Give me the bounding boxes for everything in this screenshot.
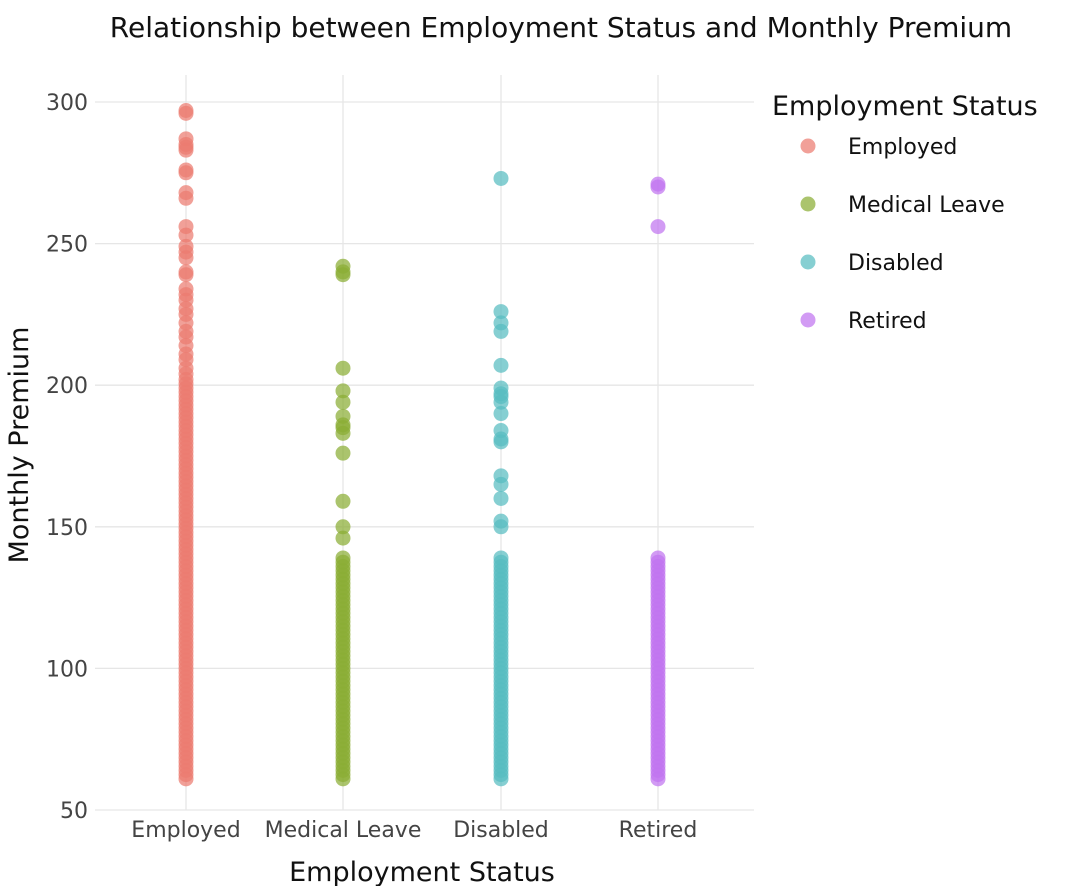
series-employed bbox=[178, 102, 194, 787]
y-tick-label: 300 bbox=[46, 91, 88, 116]
data-point bbox=[178, 190, 194, 206]
legend-items: Employed Medical Leave Disabled Retired bbox=[800, 135, 1005, 334]
legend-marker bbox=[800, 196, 816, 212]
data-point bbox=[178, 227, 194, 243]
data-points bbox=[178, 102, 666, 787]
data-point bbox=[493, 519, 509, 535]
legend-label: Medical Leave bbox=[848, 193, 1005, 218]
legend-marker bbox=[800, 254, 816, 270]
data-point bbox=[335, 267, 351, 283]
data-point bbox=[335, 493, 351, 509]
legend: Employment Status Employed Medical Leave D… bbox=[772, 91, 1038, 334]
data-point bbox=[335, 360, 351, 376]
y-tick-label: 250 bbox=[46, 233, 88, 258]
data-point bbox=[178, 366, 194, 382]
x-tick-label: Medical Leave bbox=[265, 818, 422, 843]
legend-label: Employed bbox=[848, 135, 957, 160]
legend-label: Retired bbox=[848, 309, 927, 334]
data-point bbox=[650, 179, 666, 195]
x-tick-label: Disabled bbox=[453, 818, 549, 843]
legend-marker bbox=[800, 312, 816, 328]
x-axis-title: Employment Status bbox=[289, 857, 555, 886]
data-point bbox=[335, 383, 351, 399]
chart-title: Relationship between Employment Status a… bbox=[110, 11, 1012, 44]
x-tick-label: Retired bbox=[619, 818, 698, 843]
data-point bbox=[335, 445, 351, 461]
data-point bbox=[335, 519, 351, 535]
y-tick-label: 50 bbox=[60, 799, 88, 824]
y-axis-title: Monthly Premium bbox=[4, 327, 35, 564]
data-point bbox=[650, 550, 666, 566]
legend-marker bbox=[800, 138, 816, 154]
series-medical-leave bbox=[335, 258, 351, 787]
x-tick-label: Employed bbox=[131, 818, 240, 843]
data-point bbox=[178, 267, 194, 283]
data-point bbox=[493, 406, 509, 422]
data-point bbox=[493, 394, 509, 410]
data-point bbox=[493, 490, 509, 506]
data-point bbox=[493, 357, 509, 373]
data-point bbox=[493, 304, 509, 320]
series-disabled bbox=[493, 170, 509, 787]
data-point bbox=[335, 425, 351, 441]
data-point bbox=[335, 394, 351, 410]
legend-label: Disabled bbox=[848, 251, 944, 276]
legend-item: Retired bbox=[800, 309, 927, 334]
x-axis-ticks: Employed Medical Leave Disabled Retired bbox=[131, 818, 697, 843]
legend-item: Medical Leave bbox=[800, 193, 1005, 218]
data-point bbox=[178, 142, 194, 158]
data-point bbox=[335, 530, 351, 546]
y-axis-ticks: 50 100 150 200 250 300 bbox=[46, 91, 88, 824]
data-point bbox=[650, 219, 666, 235]
legend-item: Disabled bbox=[800, 251, 944, 276]
legend-item: Employed bbox=[800, 135, 957, 160]
data-point bbox=[493, 434, 509, 450]
data-point bbox=[178, 250, 194, 266]
y-tick-label: 150 bbox=[46, 516, 88, 541]
data-point bbox=[493, 323, 509, 339]
y-tick-label: 200 bbox=[46, 374, 88, 399]
data-point bbox=[178, 105, 194, 121]
y-tick-label: 100 bbox=[46, 657, 88, 682]
series-retired bbox=[650, 176, 666, 787]
data-point bbox=[493, 550, 509, 566]
data-point bbox=[493, 476, 509, 492]
data-point bbox=[493, 170, 509, 186]
data-point bbox=[178, 165, 194, 181]
legend-title: Employment Status bbox=[772, 91, 1038, 122]
data-point bbox=[335, 550, 351, 566]
